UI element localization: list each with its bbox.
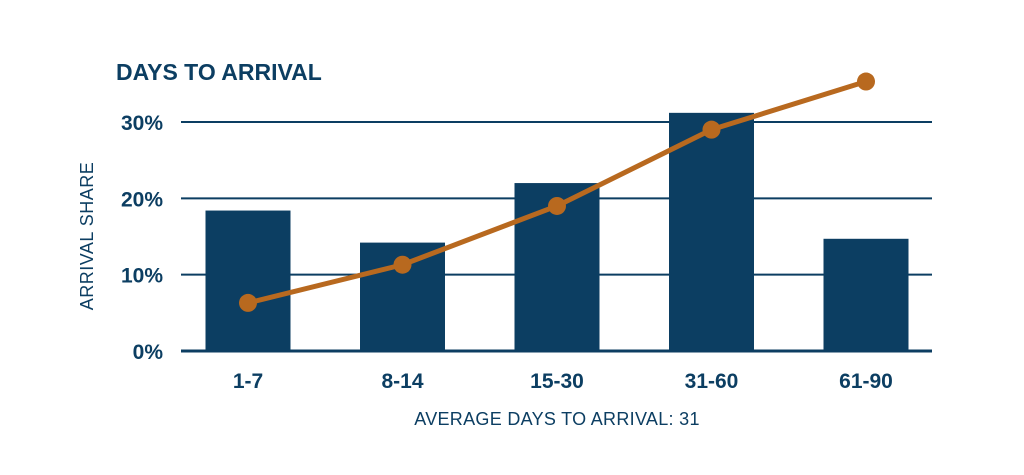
average-days-note: AVERAGE DAYS TO ARRIVAL: 31 (414, 409, 700, 429)
y-axis-ticks: 0% 10% 20% 30% (121, 112, 163, 364)
x-tick-label: 15-30 (530, 370, 584, 393)
bar (669, 112, 754, 351)
x-tick-label: 61-90 (839, 370, 893, 393)
line-point (548, 196, 566, 215)
y-tick-label: 0% (133, 341, 164, 364)
chart-title: DAYS TO ARRIVAL (116, 59, 322, 85)
line-series (239, 72, 875, 312)
y-axis-label: ARRIVAL SHARE (77, 162, 97, 311)
x-tick-label: 31-60 (685, 370, 739, 393)
x-tick-label: 8-14 (381, 370, 423, 393)
line-point (702, 120, 721, 139)
x-axis-ticks: 1-7 8-14 15-30 31-60 61-90 (233, 370, 893, 393)
bar (205, 210, 291, 351)
y-tick-label: 10% (121, 265, 163, 288)
line-point (239, 293, 257, 312)
y-tick-label: 30% (121, 112, 163, 135)
line-point (393, 255, 412, 274)
line-point (857, 72, 875, 91)
bar (823, 238, 909, 351)
x-tick-label: 1-7 (233, 370, 263, 393)
bar-series (205, 112, 909, 351)
y-tick-label: 20% (121, 188, 163, 211)
